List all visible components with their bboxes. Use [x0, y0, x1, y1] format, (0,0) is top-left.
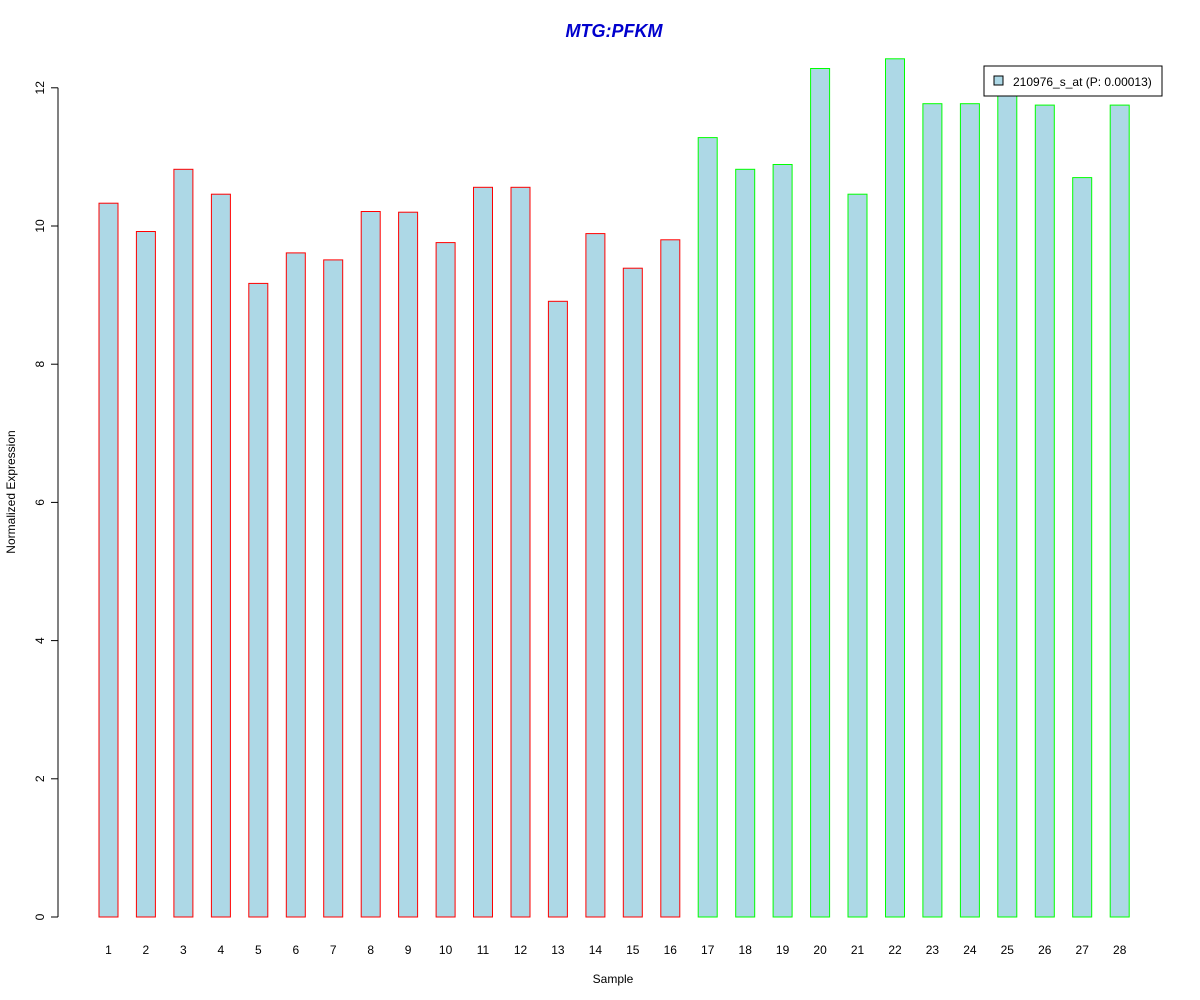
bar-sample-20	[810, 68, 831, 918]
x-tick-label: 21	[851, 943, 865, 957]
bar-sample-3	[173, 168, 194, 918]
y-tick-label: 0	[33, 913, 47, 920]
x-tick-label: 15	[626, 943, 640, 957]
y-axis: 0 2 4 6 8 10 12	[33, 81, 59, 920]
x-tick-label: 10	[439, 943, 453, 957]
x-tick-label: 4	[218, 943, 225, 957]
x-tick-label: 20	[813, 943, 827, 957]
y-tick-label: 12	[33, 81, 47, 95]
x-tick-label: 12	[514, 943, 528, 957]
x-tick-label: 17	[701, 943, 715, 957]
x-tick-label: 9	[405, 943, 412, 957]
x-tick-label: 8	[367, 943, 374, 957]
legend: 210976_s_at (P: 0.00013)	[983, 65, 1163, 97]
x-tick-label: 13	[551, 943, 565, 957]
bar-sample-25	[997, 89, 1018, 918]
bar-sample-11	[473, 186, 493, 918]
bar-sample-19	[772, 164, 793, 918]
y-tick-label: 6	[33, 499, 47, 506]
bar-sample-23	[922, 103, 943, 918]
x-tick-label: 7	[330, 943, 337, 957]
bar-sample-2	[135, 231, 156, 918]
bar-sample-28	[1109, 104, 1130, 918]
legend-box	[983, 65, 1163, 97]
bar-sample-21	[847, 193, 868, 918]
bar-sample-5	[248, 282, 269, 918]
x-tick-label: 6	[292, 943, 299, 957]
x-tick-label: 22	[888, 943, 902, 957]
bar-sample-6	[285, 252, 306, 918]
bar-sample-24	[959, 103, 980, 918]
x-tick-label: 2	[143, 943, 150, 957]
x-tick-label: 26	[1038, 943, 1052, 957]
y-tick-label: 10	[33, 219, 47, 233]
bar-sample-26	[1034, 104, 1055, 918]
y-axis-label: Normalized Expression	[4, 430, 18, 553]
bar-sample-9	[398, 211, 419, 918]
bar-sample-4	[210, 193, 231, 918]
x-tick-label: 27	[1076, 943, 1090, 957]
x-tick-label: 14	[589, 943, 603, 957]
bar-sample-8	[360, 211, 381, 918]
y-tick-label: 2	[33, 775, 47, 782]
x-axis-label: Sample	[593, 972, 634, 986]
x-tick-label: 3	[180, 943, 187, 957]
bar-sample-15	[622, 267, 643, 918]
bar-sample-17	[697, 137, 718, 918]
legend-swatch	[993, 75, 1004, 86]
x-tick-labels: 1 2 3 4 5 6 7 8 9 10 11 12 13 14 15 16 17 18 19 20 21 22 23 24 2…	[105, 943, 1127, 957]
bar-sample-10	[435, 242, 456, 918]
x-tick-label: 28	[1113, 943, 1127, 957]
bar-sample-18	[735, 168, 756, 918]
y-tick-label: 8	[33, 361, 47, 368]
x-tick-label: 18	[739, 943, 753, 957]
x-tick-label: 25	[1001, 943, 1015, 957]
bar-sample-7	[323, 259, 344, 918]
bars	[98, 58, 1130, 918]
chart-title: MTG:PFKM	[566, 21, 664, 41]
bar-sample-12	[510, 186, 531, 918]
y-tick-label: 4	[33, 637, 47, 644]
x-tick-label: 11	[477, 943, 490, 957]
bar-sample-27	[1072, 177, 1093, 918]
x-tick-label: 5	[255, 943, 262, 957]
bar-sample-22	[885, 58, 905, 918]
x-tick-label: 16	[664, 943, 678, 957]
legend-entry-label: 210976_s_at (P: 0.00013)	[1013, 75, 1152, 89]
x-tick-label: 1	[105, 943, 112, 957]
bar-sample-13	[547, 300, 568, 918]
x-tick-label: 24	[963, 943, 977, 957]
bar-sample-16	[660, 239, 681, 918]
x-tick-label: 23	[926, 943, 940, 957]
bar-sample-1	[98, 202, 119, 918]
x-tick-label: 19	[776, 943, 790, 957]
bar-sample-14	[585, 233, 606, 918]
